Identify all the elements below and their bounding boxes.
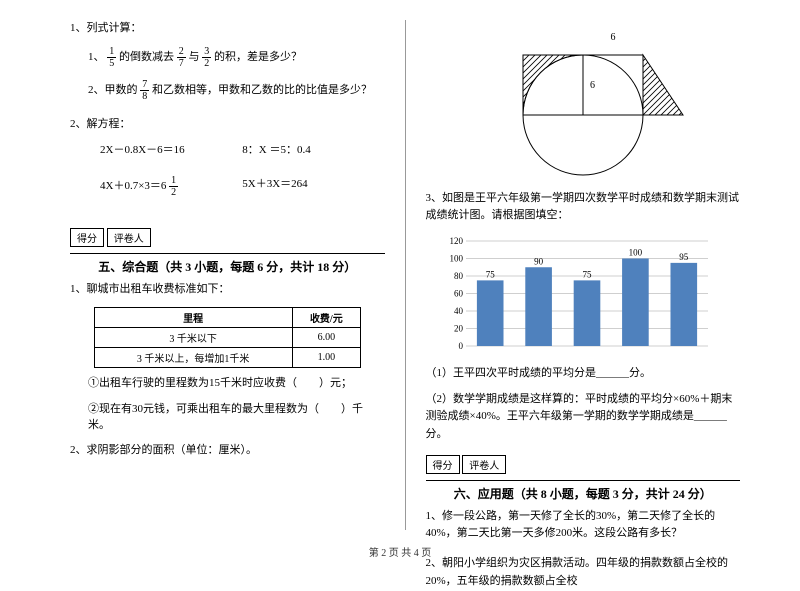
bar-value-label: 90 (534, 256, 544, 266)
ytick-label: 80 (454, 271, 464, 281)
frac-num: 1 (169, 175, 178, 187)
column-divider (405, 20, 406, 530)
eq3: 4X＋0.7×3＝6 1 2 (100, 175, 242, 198)
q3-a: （1）王平四次平时成绩的平均分是______分。 (426, 365, 741, 383)
score-label-a: 得分 (70, 228, 104, 247)
frac-num: 3 (202, 46, 211, 58)
fare-r1c2: 6.00 (292, 327, 360, 347)
eq4: 5X＋3X＝264 (242, 175, 384, 198)
ytick-label: 0 (458, 341, 463, 351)
s6-q1: 1、修一段公路，第一天修了全长的30%，第二天修了全长的40%，第二天比第一天多… (426, 508, 741, 541)
frac-num: 1 (107, 46, 116, 58)
s5-q1-a: ①出租车行驶的里程数为15千米时应收费（ ）元； (88, 374, 385, 390)
shaded-left (523, 55, 583, 115)
bar-value-label: 95 (679, 252, 689, 262)
q3-text: 3、如图是王平六年级第一学期四次数学平时成绩和数学期末测试成绩统计图。请根据图填… (426, 190, 741, 223)
q1-1-text-c: 的积，差是多少？ (214, 51, 302, 63)
q2-heading: 2、解方程： (70, 116, 385, 134)
frac-1-5: 1 5 (107, 46, 116, 69)
geometry-figure: 6 6 (468, 20, 698, 180)
ytick-label: 20 (454, 324, 464, 334)
s5-q1: 1、聊城市出租车收费标准如下： (70, 281, 385, 299)
fare-table: 里程 收费/元 3 千米以下 6.00 3 千米以上，每增加1千米 1.00 (94, 307, 361, 368)
frac-2-7: 2 7 (177, 46, 186, 69)
eq-row-2: 4X＋0.7×3＝6 1 2 5X＋3X＝264 (100, 175, 385, 198)
score-label-a: 得分 (426, 455, 460, 474)
eq1: 2X－0.8X－6＝16 (100, 141, 242, 157)
fare-r2c2: 1.00 (292, 347, 360, 367)
fare-h1: 里程 (94, 307, 292, 327)
frac-den: 5 (107, 58, 116, 69)
bar (476, 280, 503, 346)
bar (573, 280, 600, 346)
eq-row-1: 2X－0.8X－6＝16 8：X ＝5：0.4 (100, 141, 385, 157)
frac-den: 8 (140, 91, 149, 102)
bar-value-label: 75 (582, 269, 592, 279)
q3-b: （2）数学学期成绩是这样算的：平时成绩的平均分×60%＋期末测验成绩×40%。王… (426, 391, 741, 444)
q1-1-text-a: 的倒数减去 (119, 51, 174, 63)
q1-heading: 1、列式计算： (70, 20, 385, 38)
top-label: 6 (610, 32, 615, 43)
ytick-label: 120 (449, 236, 463, 246)
frac-den: 2 (169, 187, 178, 198)
score-label-b: 评卷人 (462, 455, 506, 474)
radius-label: 6 (590, 80, 595, 91)
q1-2: 2、甲数的 7 8 和乙数相等，甲数和乙数的比的比值是多少？ (88, 79, 385, 102)
bar (670, 263, 697, 346)
bar-value-label: 75 (485, 269, 495, 279)
s5-q2: 2、求阴影部分的面积（单位：厘米）。 (70, 442, 385, 460)
q1-1-text-b: 与 (189, 51, 200, 63)
frac-num: 2 (177, 46, 186, 58)
ytick-label: 40 (454, 306, 464, 316)
fare-h2: 收费/元 (292, 307, 360, 327)
frac-3-2: 3 2 (202, 46, 211, 69)
q1-2-suffix: 和乙数相等，甲数和乙数的比的比值是多少？ (152, 84, 372, 96)
fare-r2c1: 3 千米以上，每增加1千米 (94, 347, 292, 367)
section-5-title: 五、综合题（共 3 小题，每题 6 分，共计 18 分） (70, 253, 385, 275)
score-label-b: 评卷人 (107, 228, 151, 247)
q1-1: 1、 1 5 的倒数减去 2 7 与 3 2 的积，差是多少？ (88, 46, 385, 69)
frac-den: 2 (202, 58, 211, 69)
frac-num: 7 (140, 79, 149, 91)
page-content: 1、列式计算： 1、 1 5 的倒数减去 2 7 与 3 2 的积，差是多少？ … (70, 20, 740, 530)
frac-den: 7 (177, 58, 186, 69)
section-6-title: 六、应用题（共 8 小题，每题 3 分，共计 24 分） (426, 480, 741, 502)
table-row: 3 千米以下 6.00 (94, 327, 360, 347)
left-column: 1、列式计算： 1、 1 5 的倒数减去 2 7 与 3 2 的积，差是多少？ … (70, 20, 385, 530)
s5-q1-b: ②现在有30元钱，可乘出租车的最大里程数为（ ）千米。 (88, 400, 385, 432)
bar-chart: 0 20 40 60 80 100 120 75 90 75 100 95 (438, 231, 718, 361)
frac-7-8: 7 8 (140, 79, 149, 102)
bar (622, 259, 649, 347)
q1-1-prefix: 1、 (88, 51, 105, 63)
s6-q2: 2、朝阳小学组织为灾区捐款活动。四年级的捐款数额占全校的20%，五年级的捐款数额… (426, 555, 741, 590)
eq3-a: 4X＋0.7×3＝6 (100, 180, 166, 192)
table-row: 3 千米以上，每增加1千米 1.00 (94, 347, 360, 367)
eq2: 8：X ＝5：0.4 (242, 141, 384, 157)
score-row-5: 得分 评卷人 (70, 228, 385, 249)
right-column: 6 6 3、如图是王平六年级第一学期四次数学平时成绩和数学期末测试成绩统计图。请… (426, 20, 741, 530)
table-row: 里程 收费/元 (94, 307, 360, 327)
q1-2-prefix: 2、甲数的 (88, 84, 138, 96)
ytick-label: 60 (454, 289, 464, 299)
bar (525, 267, 552, 346)
page-footer: 第 2 页 共 4 页 (0, 544, 800, 559)
bar-value-label: 100 (628, 248, 642, 258)
frac-1-2: 1 2 (169, 175, 178, 198)
shaded-triangle (643, 55, 683, 115)
ytick-label: 100 (449, 254, 463, 264)
fare-r1c1: 3 千米以下 (94, 327, 292, 347)
score-row-6: 得分 评卷人 (426, 455, 741, 476)
